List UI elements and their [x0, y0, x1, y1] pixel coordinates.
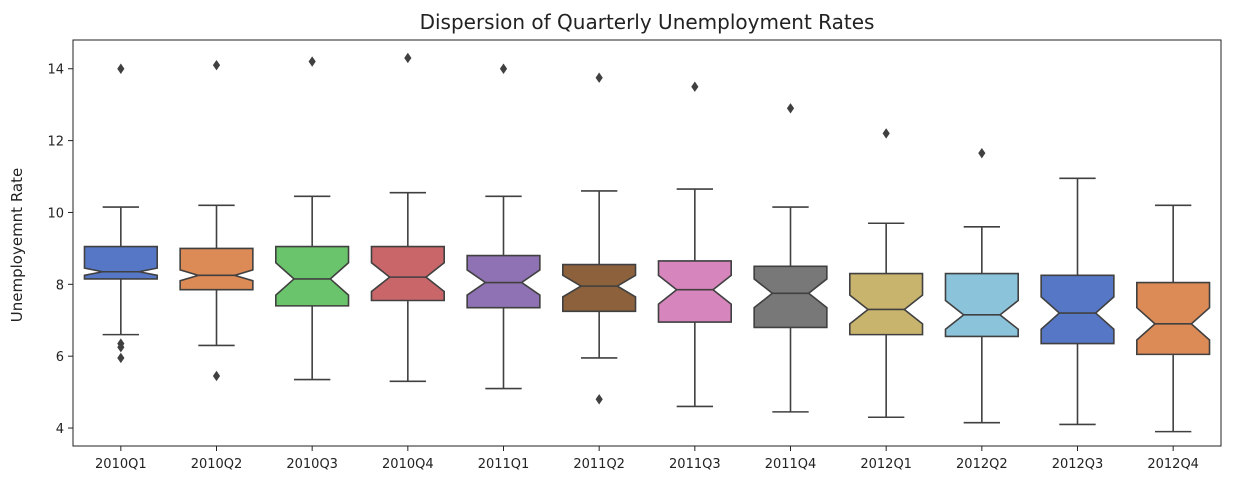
x-tick-label: 2012Q1: [860, 457, 912, 472]
x-tick-label: 2012Q3: [1052, 457, 1104, 472]
y-tick-label: 8: [56, 278, 64, 293]
box-2010Q2: [179, 247, 254, 291]
y-axis-label: Unemployemnt Rate: [8, 168, 26, 322]
outlier-point: [882, 128, 890, 139]
outlier-point: [978, 147, 986, 159]
outlier-point: [117, 352, 125, 364]
axes-frame: [72, 39, 1222, 447]
box-2010Q4: [370, 245, 445, 302]
y-tick-label: 6: [56, 350, 64, 365]
y-tick-label: 10: [47, 206, 64, 221]
x-tick-label: 2011Q3: [669, 457, 721, 472]
box-2011Q1: [466, 254, 541, 309]
y-tick-label: 12: [47, 135, 64, 150]
outlier-point: [117, 341, 125, 353]
x-tick-label: 2011Q4: [765, 457, 817, 472]
outlier-point: [117, 63, 125, 74]
box-2012Q1: [849, 272, 924, 336]
x-tick-label: 2010Q4: [382, 457, 434, 472]
y-tick-label: 4: [56, 422, 64, 437]
x-tick-label: 2010Q1: [95, 457, 147, 472]
box-2012Q4: [1136, 281, 1211, 356]
outlier-point: [786, 103, 795, 114]
x-tick-label: 2011Q1: [478, 457, 530, 472]
x-tick-label: 2012Q4: [1147, 457, 1199, 472]
outlier-point: [404, 52, 412, 64]
plot-area: 4 6 8 10 12 14 2010Q1 2010Q2 2010Q3 2010Q4 2011Q1 2…: [47, 39, 1222, 472]
box-2012Q3: [1040, 274, 1115, 345]
box-2010Q3: [275, 245, 350, 307]
outlier-point: [499, 63, 508, 74]
x-tick-label: 2012Q2: [956, 457, 1008, 472]
x-tick-label: 2011Q2: [573, 457, 625, 472]
outlier-point: [691, 81, 699, 92]
box-2011Q3: [657, 260, 732, 323]
chart-title: Dispersion of Quarterly Unemployment Rat…: [420, 10, 875, 34]
box-2011Q2: [562, 263, 637, 313]
outlier-point: [308, 56, 316, 67]
box-2010Q1: [83, 245, 158, 280]
outlier-point: [212, 370, 221, 382]
outlier-point: [595, 394, 603, 405]
y-tick-label: 14: [47, 63, 64, 78]
box-2011Q4: [753, 265, 828, 329]
box-2012Q2: [944, 272, 1019, 338]
outlier-point: [595, 72, 603, 83]
outlier-point: [212, 59, 221, 71]
x-tick-label: 2010Q2: [191, 457, 243, 472]
x-tick-label: 2010Q3: [286, 457, 338, 472]
